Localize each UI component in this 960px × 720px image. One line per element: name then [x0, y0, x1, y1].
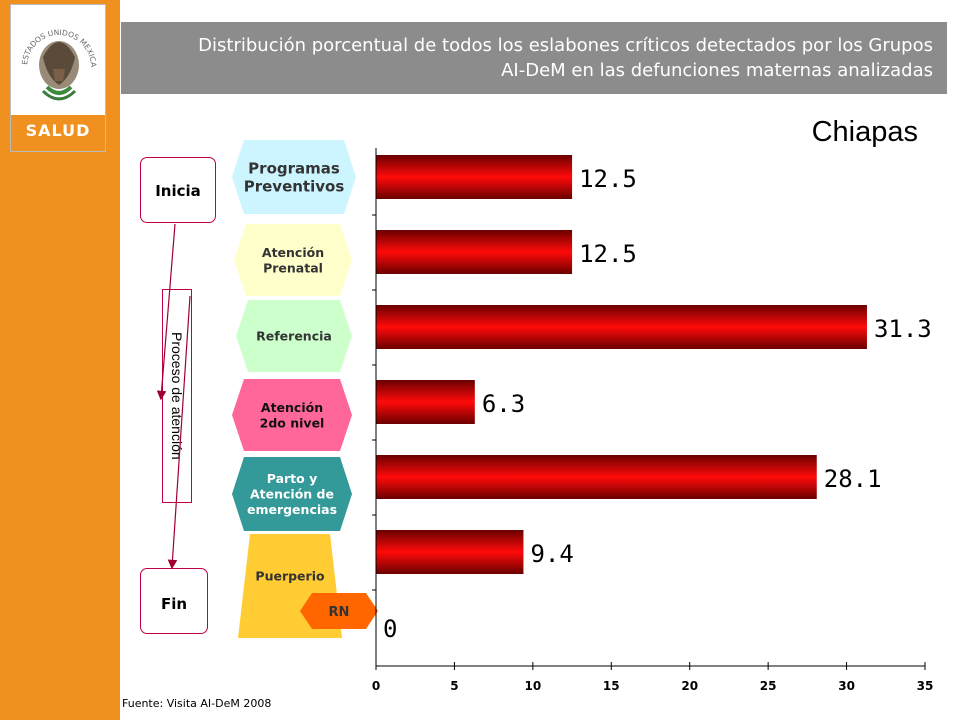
flow-arrow-1 — [156, 223, 176, 401]
x-tick-label-0: 0 — [372, 679, 380, 693]
source-note: Fuente: Visita AI-DeM 2008 — [122, 697, 272, 710]
stage-label-5-3: emergencias — [247, 502, 337, 517]
stage-label-3-1: Referencia — [256, 329, 332, 344]
stage-shape-3 — [236, 300, 352, 372]
x-tick-label-20: 20 — [681, 679, 698, 693]
x-tick-label-30: 30 — [838, 679, 855, 693]
bar-3 — [376, 305, 867, 349]
stage-label-1-2: Preventivos — [244, 177, 345, 195]
x-tick-label-10: 10 — [525, 679, 542, 693]
stage-label-6-1: Puerperio — [255, 569, 325, 584]
bar-value-label-7: 0 — [383, 615, 397, 643]
end-box: Fin — [140, 568, 208, 634]
stage-label-2-2: Prenatal — [263, 260, 323, 275]
stage-shape-4 — [232, 379, 352, 451]
bar-value-label-1: 12.5 — [579, 165, 637, 193]
page-title: Distribución porcentual de todos los esl… — [143, 33, 933, 83]
bar-1 — [376, 155, 573, 199]
rn-label: RN — [329, 605, 350, 620]
stage-label-5-1: Parto y — [267, 471, 318, 486]
rn-shape — [300, 593, 378, 629]
coat-of-arms-icon: ESTADOS UNIDOS MEXICANOS — [13, 7, 98, 101]
bar-5 — [376, 455, 817, 499]
flow-arrow-2 — [167, 295, 191, 570]
bar-value-label-3: 31.3 — [874, 315, 932, 343]
x-tick-label-5: 5 — [450, 679, 458, 693]
bar-value-label-2: 12.5 — [579, 240, 637, 268]
title-bar: Distribución porcentual de todos los esl… — [121, 22, 947, 94]
bar-2 — [376, 230, 573, 274]
bar-6 — [376, 530, 524, 574]
stage-label-5-2: Atención de — [250, 487, 334, 502]
bar-value-label-4: 6.3 — [482, 390, 525, 418]
state-name: Chiapas — [811, 116, 918, 148]
x-tick-label-35: 35 — [917, 679, 934, 693]
start-box: Inicia — [140, 157, 216, 223]
x-tick-label-25: 25 — [760, 679, 777, 693]
title-line-2: AI-DeM en las defunciones maternas anali… — [501, 60, 933, 81]
stage-label-4-2: 2do nivel — [260, 415, 325, 430]
bar-value-label-6: 9.4 — [530, 540, 573, 568]
bar-value-label-5: 28.1 — [824, 465, 882, 493]
stage-label-4-1: Atención — [261, 400, 323, 415]
stage-label-1-1: Programas — [248, 159, 340, 177]
stage-shape-1 — [232, 140, 356, 214]
logo: ESTADOS UNIDOS MEXICANOS SALUD — [10, 4, 106, 152]
end-label: Fin — [160, 595, 188, 613]
stage-shape-2 — [234, 224, 352, 296]
logo-label: SALUD — [25, 121, 91, 140]
stage-label-2-1: Atención — [262, 245, 324, 260]
title-line-1: Distribución porcentual de todos los esl… — [198, 35, 933, 56]
bar-4 — [376, 380, 475, 424]
stage-shape-5 — [232, 457, 352, 531]
x-tick-label-15: 15 — [603, 679, 620, 693]
start-label: Inicia — [155, 182, 201, 200]
